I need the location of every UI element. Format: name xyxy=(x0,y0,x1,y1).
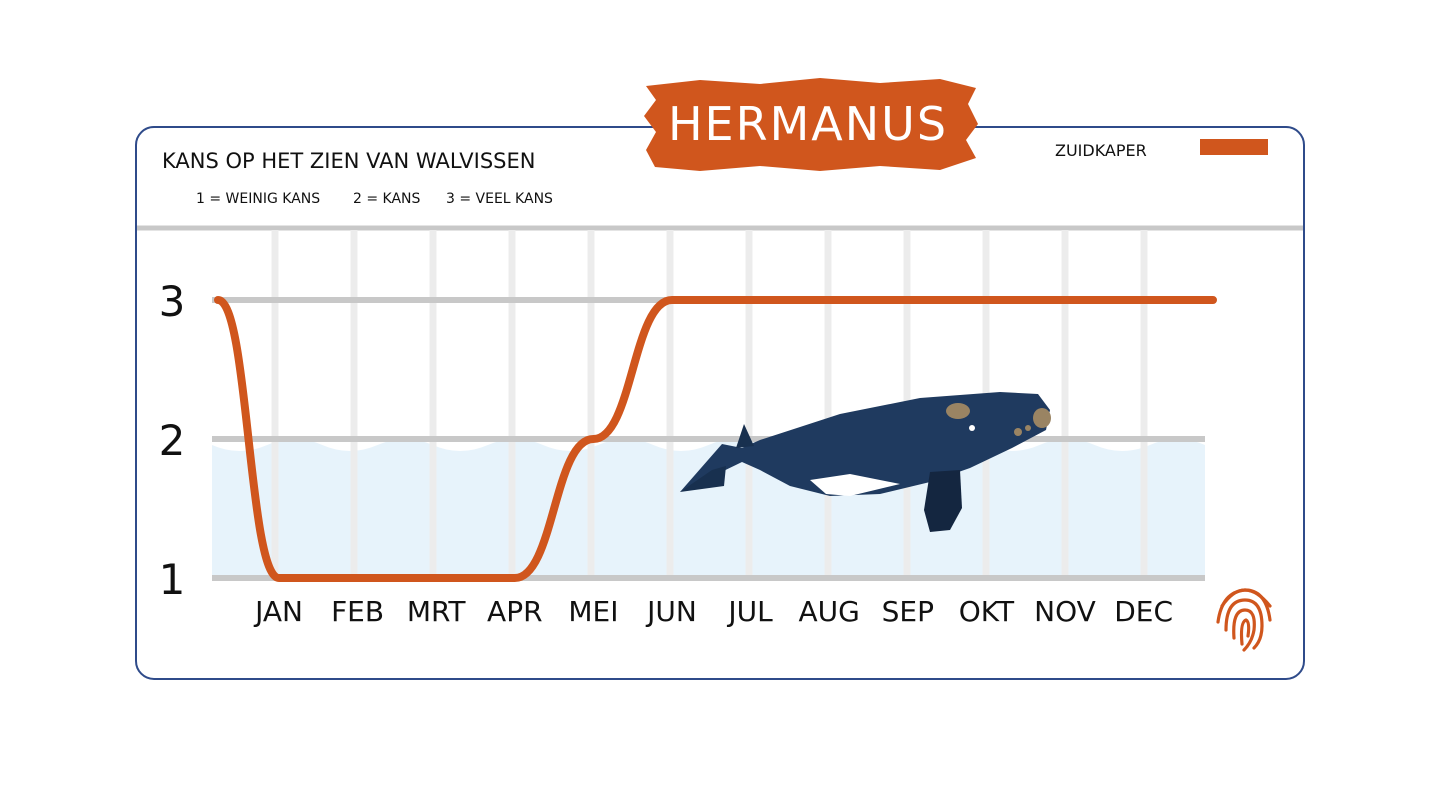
y-tick-label: 1 xyxy=(159,555,186,604)
x-tick-label: JUL xyxy=(726,595,773,628)
whale-callosity xyxy=(1025,425,1031,431)
x-tick-label: DEC xyxy=(1114,595,1173,628)
x-tick-label: FEB xyxy=(331,595,384,628)
title-badge: HERMANUS xyxy=(644,78,978,171)
x-tick-label: OKT xyxy=(959,595,1015,628)
scale-note-1: 1 = WEINIG KANS xyxy=(196,191,320,207)
y-tick-label: 2 xyxy=(159,416,186,465)
whale-callosity xyxy=(946,403,970,419)
x-tick-label: APR xyxy=(487,595,543,628)
chart-title: KANS OP HET ZIEN VAN WALVISSEN xyxy=(162,149,536,173)
scale-note-3: 3 = VEEL KANS xyxy=(446,191,553,207)
legend-swatch xyxy=(1200,139,1268,155)
legend-label: ZUIDKAPER xyxy=(1055,141,1147,160)
whale-callosity xyxy=(1014,428,1022,436)
y-tick-label: 3 xyxy=(159,277,186,326)
x-tick-label: JAN xyxy=(253,595,303,628)
scale-note-2: 2 = KANS xyxy=(353,191,421,207)
whale-callosity xyxy=(1033,408,1051,428)
x-tick-label: NOV xyxy=(1034,595,1096,628)
x-tick-label: MRT xyxy=(407,595,467,628)
whale-eye xyxy=(969,425,975,431)
x-tick-label: SEP xyxy=(882,595,934,628)
x-tick-label: JUN xyxy=(645,595,697,628)
x-tick-label: MEI xyxy=(568,595,618,628)
badge-title: HERMANUS xyxy=(668,97,948,151)
x-tick-label: AUG xyxy=(799,595,860,628)
